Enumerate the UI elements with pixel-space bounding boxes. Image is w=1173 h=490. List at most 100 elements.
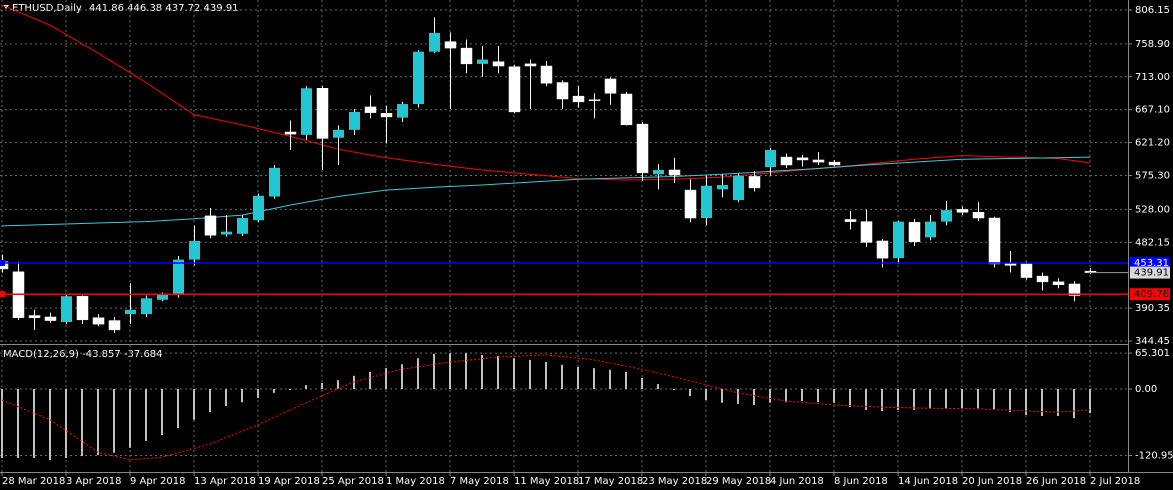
candle-body — [284, 131, 297, 135]
macd-bar — [801, 389, 803, 402]
candle-body — [733, 175, 744, 201]
x-tick-label: 2 Jul 2018 — [1090, 476, 1140, 487]
candle-body — [253, 195, 264, 221]
moving-average — [1, 156, 1091, 227]
macd-bar — [529, 359, 531, 390]
candle-body — [1068, 283, 1081, 296]
macd-bar — [513, 358, 515, 390]
macd-bar — [977, 389, 979, 409]
macd-bar — [417, 358, 419, 390]
candle-body — [61, 296, 72, 322]
macd-bar — [1025, 389, 1027, 415]
price-level-marker — [0, 259, 5, 266]
candle-body — [397, 104, 408, 118]
candle-body — [925, 221, 936, 238]
candle-body — [765, 149, 776, 168]
candle-body — [28, 315, 41, 318]
macd-bar — [241, 389, 243, 403]
x-tick-label: 20 Jun 2018 — [962, 476, 1022, 487]
y-tick-label: 344.45 — [1135, 336, 1170, 347]
y-tick-label: 528.00 — [1135, 204, 1170, 215]
candle-body — [492, 61, 505, 67]
candle-body — [1036, 275, 1049, 283]
candle-body — [125, 309, 136, 315]
macd-bar — [353, 375, 355, 390]
y-tick-label: 758.90 — [1135, 39, 1170, 50]
candle-body — [908, 222, 921, 242]
candle-body — [540, 65, 553, 84]
x-tick-label: 8 Jun 2018 — [834, 476, 888, 487]
macd-bar — [257, 389, 259, 398]
candle-body — [204, 215, 217, 236]
macd-bar — [817, 389, 819, 403]
x-tick-label: 13 Apr 2018 — [194, 476, 256, 487]
y-tick-label: 713.00 — [1135, 72, 1170, 83]
y-tick-label: 0.00 — [1135, 384, 1157, 395]
x-tick-label: 1 May 2018 — [386, 476, 445, 487]
x-tick-label: 3 Apr 2018 — [66, 476, 121, 487]
candle-body — [349, 111, 360, 130]
macd-bar — [865, 389, 867, 410]
macd-bar — [929, 389, 931, 409]
macd-bar — [81, 389, 83, 457]
x-tick-label: 17 May 2018 — [578, 476, 643, 487]
macd-bar — [369, 371, 371, 390]
x-tick-label: 23 May 2018 — [642, 476, 707, 487]
x-tick-label: 14 Jun 2018 — [898, 476, 958, 487]
x-tick-label: 29 May 2018 — [706, 476, 771, 487]
macd-bar — [657, 384, 659, 390]
macd-bar — [689, 389, 691, 397]
price-level-marker — [0, 291, 5, 298]
macd-bar — [337, 380, 339, 390]
macd-bar — [209, 389, 211, 413]
macd-bar — [321, 382, 323, 390]
macd-signal — [1, 354, 1091, 461]
macd-bar — [225, 389, 227, 407]
macd-bar — [897, 389, 899, 410]
candle-body — [189, 240, 200, 260]
macd-bar — [1009, 389, 1011, 413]
macd-bar — [705, 389, 707, 401]
candle-body — [701, 185, 712, 219]
macd-bar — [289, 389, 291, 391]
candle-body — [92, 317, 105, 325]
candle-body — [588, 99, 601, 101]
chart-header: ETHUSD,Daily 441.86 446.38 437.72 439.91 — [12, 3, 239, 14]
macd-bar — [177, 389, 179, 429]
macd-bar — [737, 389, 739, 404]
candle-body — [524, 63, 537, 67]
macd-bar — [769, 389, 771, 403]
x-tick-label: 7 May 2018 — [450, 476, 509, 487]
macd-bar — [881, 389, 883, 412]
macd-bar — [577, 367, 579, 390]
y-tick-label: 667.10 — [1135, 105, 1170, 116]
macd-bar — [833, 389, 835, 403]
price-level-label: 453.31 — [1134, 258, 1169, 269]
x-tick-label: 4 Jun 2018 — [770, 476, 824, 487]
candle-body — [572, 95, 585, 103]
macd-bar — [849, 389, 851, 408]
macd-bar — [305, 385, 307, 390]
macd-bar — [481, 354, 483, 390]
x-tick-label: 25 Apr 2018 — [322, 476, 384, 487]
macd-bar — [161, 389, 163, 435]
candle-body — [173, 259, 184, 295]
y-tick-label: 390.35 — [1135, 303, 1170, 314]
candle-body — [333, 129, 344, 138]
macd-bar — [721, 389, 723, 403]
moving-average — [1, 4, 1091, 181]
macd-bar — [49, 389, 51, 460]
macd-bar — [913, 389, 915, 410]
y-tick-label: 65.301 — [1135, 348, 1170, 359]
candle-body — [460, 47, 473, 65]
macd-bar — [1057, 389, 1059, 416]
candle-body — [812, 159, 825, 163]
candle-body — [604, 78, 617, 94]
y-tick-label: 806.15 — [1135, 5, 1170, 16]
candle-body — [893, 221, 904, 259]
grid-layer — [0, 0, 1128, 472]
candle-body — [988, 217, 1001, 265]
macd-bar — [961, 389, 963, 409]
current-price-box — [1130, 266, 1170, 279]
